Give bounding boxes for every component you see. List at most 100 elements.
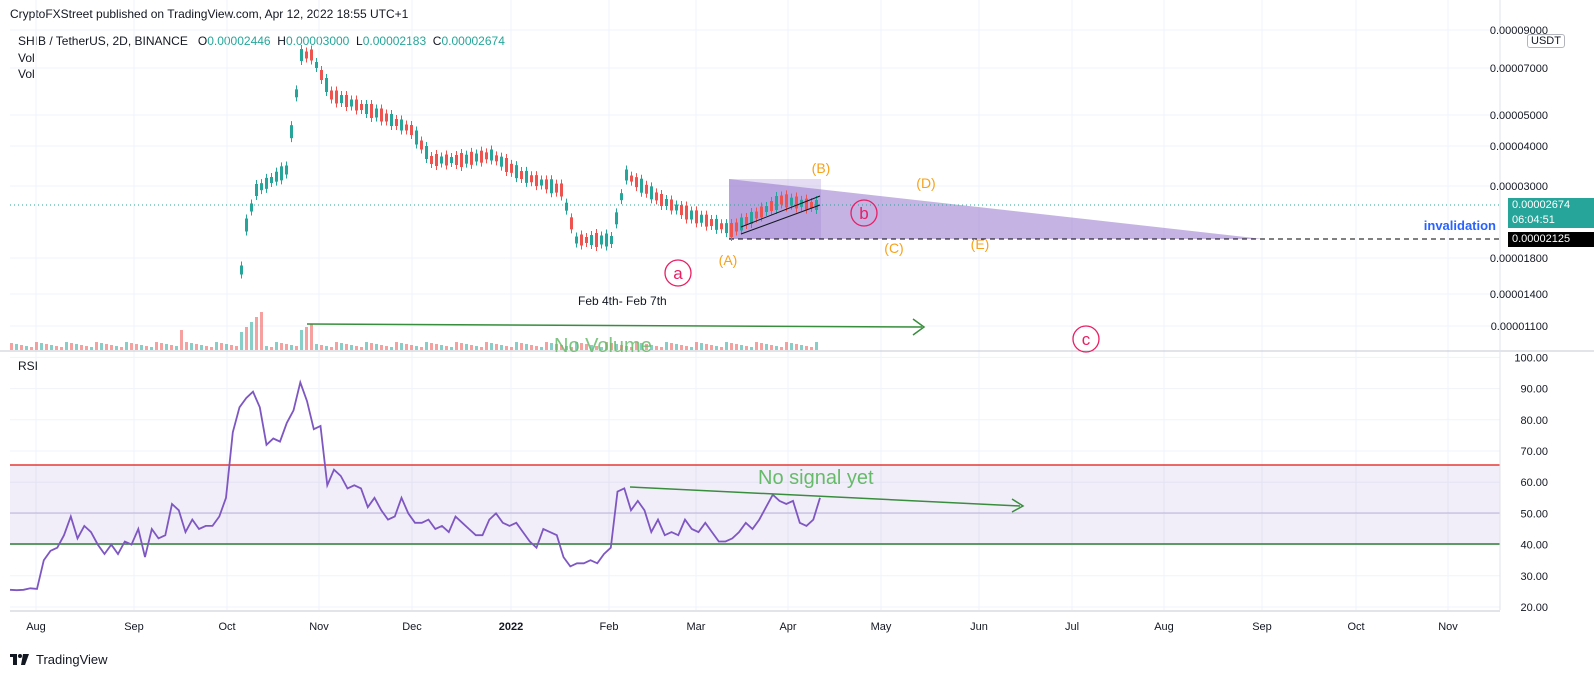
volume-bar	[430, 343, 433, 350]
triangle-label-d: (D)	[916, 175, 935, 191]
candle-body	[540, 179, 543, 186]
volume-bar	[135, 344, 138, 350]
volume-bar	[355, 346, 358, 350]
volume-bar	[250, 322, 253, 350]
volume-bar	[720, 347, 723, 350]
volume-bar	[65, 342, 68, 350]
volume-bar	[605, 342, 608, 350]
volume-bar	[420, 347, 423, 350]
volume-bar	[245, 327, 248, 350]
volume-bar	[700, 343, 703, 350]
volume-legend-1[interactable]: Vol	[18, 51, 35, 65]
volume-bar	[110, 345, 113, 350]
candle-body	[555, 183, 558, 193]
candle-body	[310, 49, 313, 61]
no-signal-note: No signal yet	[758, 467, 874, 489]
rsi-tick-label: 70.00	[1520, 446, 1548, 458]
volume-bar	[165, 344, 168, 350]
candle-body	[700, 214, 703, 223]
rsi-tick-label: 50.00	[1520, 508, 1548, 520]
candle-body	[620, 193, 623, 201]
candle-body	[325, 78, 328, 92]
candle-body	[745, 217, 748, 225]
volume-bar	[285, 344, 288, 350]
candle-body	[295, 89, 298, 98]
volume-bar	[510, 347, 513, 350]
volume-bar	[295, 346, 298, 350]
candle-body	[245, 218, 248, 232]
no-volume-note: No Volume	[554, 335, 652, 357]
volume-bar	[575, 342, 578, 350]
candle-body	[375, 108, 378, 118]
volume-bar	[470, 345, 473, 350]
volume-bar	[780, 347, 783, 350]
candle-body	[635, 177, 638, 188]
volume-bar	[230, 345, 233, 350]
candle-body	[330, 90, 333, 100]
candle-body	[360, 104, 363, 110]
time-tick-label: Nov	[1438, 621, 1458, 633]
volume-bar	[595, 346, 598, 350]
candle-body	[365, 104, 368, 114]
volume-bar	[740, 345, 743, 350]
volume-bar	[330, 347, 333, 350]
time-tick-label: Oct	[1347, 621, 1364, 633]
volume-bar	[85, 346, 88, 350]
volume-bar	[115, 346, 118, 350]
candle-body	[455, 155, 458, 165]
volume-bar	[130, 343, 133, 350]
candle-body	[350, 99, 353, 107]
volume-bar	[690, 347, 693, 350]
candle-body	[775, 196, 778, 210]
candle-body	[760, 206, 763, 218]
candle-body	[750, 212, 753, 224]
rsi-tick-label: 90.00	[1520, 384, 1548, 396]
candle-body	[650, 186, 653, 200]
candle-body	[495, 155, 498, 162]
volume-bar	[755, 342, 758, 350]
footer-brand[interactable]: TradingView	[10, 652, 108, 667]
volume-bar	[525, 344, 528, 350]
time-tick-label: Nov	[309, 621, 329, 633]
triangle-label-e: (E)	[971, 236, 990, 252]
rsi-line	[9, 379, 821, 592]
candle-body	[515, 165, 518, 179]
volume-bar	[615, 344, 618, 350]
volume-bar	[105, 344, 108, 350]
volume-bar	[300, 330, 303, 350]
volume-bar	[640, 343, 643, 350]
candle-body	[665, 199, 668, 206]
candle-body	[660, 194, 663, 206]
volume-bar	[520, 343, 523, 350]
volume-bar	[50, 345, 53, 350]
candle-body	[755, 211, 758, 219]
close-key: C	[432, 34, 442, 48]
volume-bar	[795, 344, 798, 350]
volume-bar	[10, 343, 13, 350]
symbol-name[interactable]: SHIB / TetherUS, 2D, BINANCE	[18, 34, 188, 48]
wave-c-label: c	[1082, 330, 1091, 349]
volume-bar	[350, 345, 353, 350]
high-value: 0.00003000	[285, 34, 350, 48]
time-tick-label: May	[871, 621, 892, 633]
candle-body	[265, 177, 268, 189]
volume-bar	[75, 344, 78, 350]
volume-bar	[460, 343, 463, 350]
currency-badge[interactable]: USDT	[1527, 34, 1565, 48]
volume-bar	[220, 343, 223, 350]
volume-bar	[530, 345, 533, 350]
candle-body	[690, 210, 693, 220]
volume-bar	[310, 324, 313, 350]
volume-bar	[675, 344, 678, 350]
candle-body	[780, 195, 783, 205]
volume-bar	[335, 342, 338, 350]
candle-body	[590, 235, 593, 245]
candle-body	[315, 62, 318, 68]
candle-body	[685, 205, 688, 220]
symbol-legend[interactable]: SHIB / TetherUS, 2D, BINANCE O0.00002446…	[18, 34, 505, 48]
rsi-arrow-head	[1011, 498, 1025, 513]
candle-body	[610, 236, 613, 244]
volume-bar	[725, 342, 728, 350]
volume-legend-2[interactable]: Vol	[18, 67, 35, 81]
